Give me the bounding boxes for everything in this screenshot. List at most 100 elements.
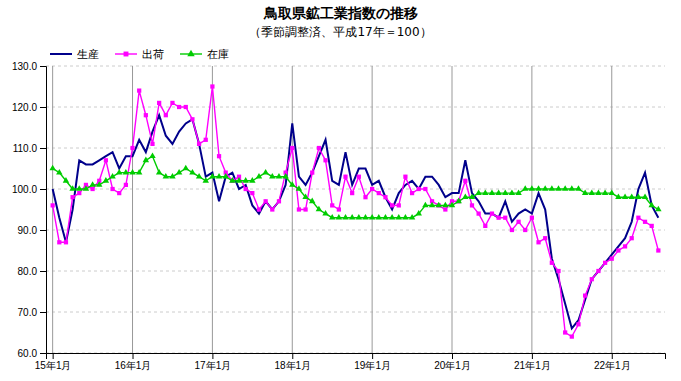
- x-axis-line: [47, 354, 666, 360]
- marker: [575, 185, 581, 191]
- x-tick-label: 19年1月: [354, 360, 391, 371]
- marker: [296, 185, 302, 191]
- marker: [57, 240, 61, 244]
- marker: [290, 146, 294, 150]
- y-tick-label: 100.0: [12, 184, 37, 195]
- marker: [416, 210, 422, 216]
- x-tick: 21年1月: [514, 353, 551, 371]
- marker: [163, 173, 169, 179]
- marker: [515, 189, 521, 195]
- grid-line: [46, 271, 665, 272]
- marker: [129, 169, 135, 175]
- marker: [197, 142, 201, 146]
- grid-line: [292, 66, 293, 353]
- marker: [323, 158, 327, 162]
- marker: [229, 177, 235, 183]
- legend-item: 生産: [50, 48, 99, 61]
- y-tick-mark: [40, 107, 46, 108]
- chart: 15年1月16年1月17年1月18年1月19年1月20年1月21年1月22年1月…: [0, 0, 681, 381]
- marker: [410, 191, 414, 195]
- marker: [550, 261, 554, 265]
- marker: [69, 185, 75, 191]
- y-tick: 120.0: [12, 102, 46, 113]
- marker: [503, 216, 507, 220]
- marker: [642, 193, 648, 199]
- y-tick: 130.0: [12, 61, 46, 72]
- grid-line: [46, 66, 665, 67]
- marker: [628, 193, 634, 199]
- grid-line: [46, 148, 665, 149]
- marker: [522, 185, 528, 191]
- marker: [316, 206, 322, 212]
- marker: [222, 173, 228, 179]
- marker: [329, 214, 335, 220]
- marker: [342, 214, 348, 220]
- marker: [656, 248, 660, 252]
- series-line: [53, 115, 659, 328]
- marker: [356, 214, 362, 220]
- grid: [46, 66, 665, 353]
- marker: [603, 261, 607, 265]
- x-tick-label: 21年1月: [514, 360, 551, 371]
- y-tick-mark: [40, 353, 46, 354]
- x-tick: 16年1月: [115, 353, 152, 371]
- x-tick-mark: [53, 353, 54, 359]
- marker: [635, 193, 641, 199]
- marker: [277, 199, 281, 203]
- marker: [569, 185, 575, 191]
- marker: [429, 202, 435, 208]
- x-tick-label: 22年1月: [594, 360, 631, 371]
- marker: [516, 220, 520, 224]
- marker: [117, 191, 121, 195]
- marker: [170, 101, 174, 105]
- marker: [357, 175, 361, 179]
- marker: [397, 203, 401, 207]
- marker: [309, 198, 315, 204]
- marker: [622, 193, 628, 199]
- y-tick-label: 120.0: [12, 102, 37, 113]
- y-tick: 80.0: [18, 266, 46, 277]
- x-tick-label: 16年1月: [115, 360, 152, 371]
- legend-label: 在庫: [207, 48, 229, 61]
- marker: [535, 185, 541, 191]
- marker: [469, 193, 475, 199]
- subtitle: （季節調整済、平成17年＝100）: [249, 25, 431, 39]
- marker: [563, 330, 567, 334]
- marker: [244, 187, 248, 191]
- marker: [483, 224, 487, 228]
- y-tick: 110.0: [13, 143, 46, 154]
- legend-swatch: [50, 53, 72, 55]
- marker: [157, 101, 161, 105]
- marker: [623, 244, 627, 248]
- marker: [402, 214, 408, 220]
- marker: [276, 173, 282, 179]
- marker: [648, 202, 654, 208]
- marker: [322, 210, 328, 216]
- marker: [643, 220, 647, 224]
- marker: [495, 189, 501, 195]
- marker: [177, 105, 181, 109]
- marker: [116, 169, 122, 175]
- marker: [615, 193, 621, 199]
- legend-item: 出荷: [115, 48, 164, 61]
- legend-marker: [124, 52, 129, 57]
- x-tick-label: 15年1月: [35, 360, 72, 371]
- x-tick-mark: [292, 353, 293, 359]
- x-tick-mark: [452, 353, 453, 359]
- marker: [455, 198, 461, 204]
- marker: [64, 240, 68, 244]
- marker: [317, 146, 321, 150]
- marker: [302, 193, 308, 199]
- marker: [184, 105, 188, 109]
- x-tick: 17年1月: [195, 353, 232, 371]
- plot-area: [49, 84, 661, 338]
- grid-line: [46, 107, 665, 108]
- title: 鳥取県鉱工業指数の推移: [263, 5, 418, 21]
- marker: [462, 193, 468, 199]
- legend-marker: [187, 50, 194, 56]
- marker: [616, 248, 620, 252]
- marker: [370, 187, 374, 191]
- marker: [156, 169, 162, 175]
- marker: [609, 189, 615, 195]
- y-tick-mark: [40, 66, 46, 67]
